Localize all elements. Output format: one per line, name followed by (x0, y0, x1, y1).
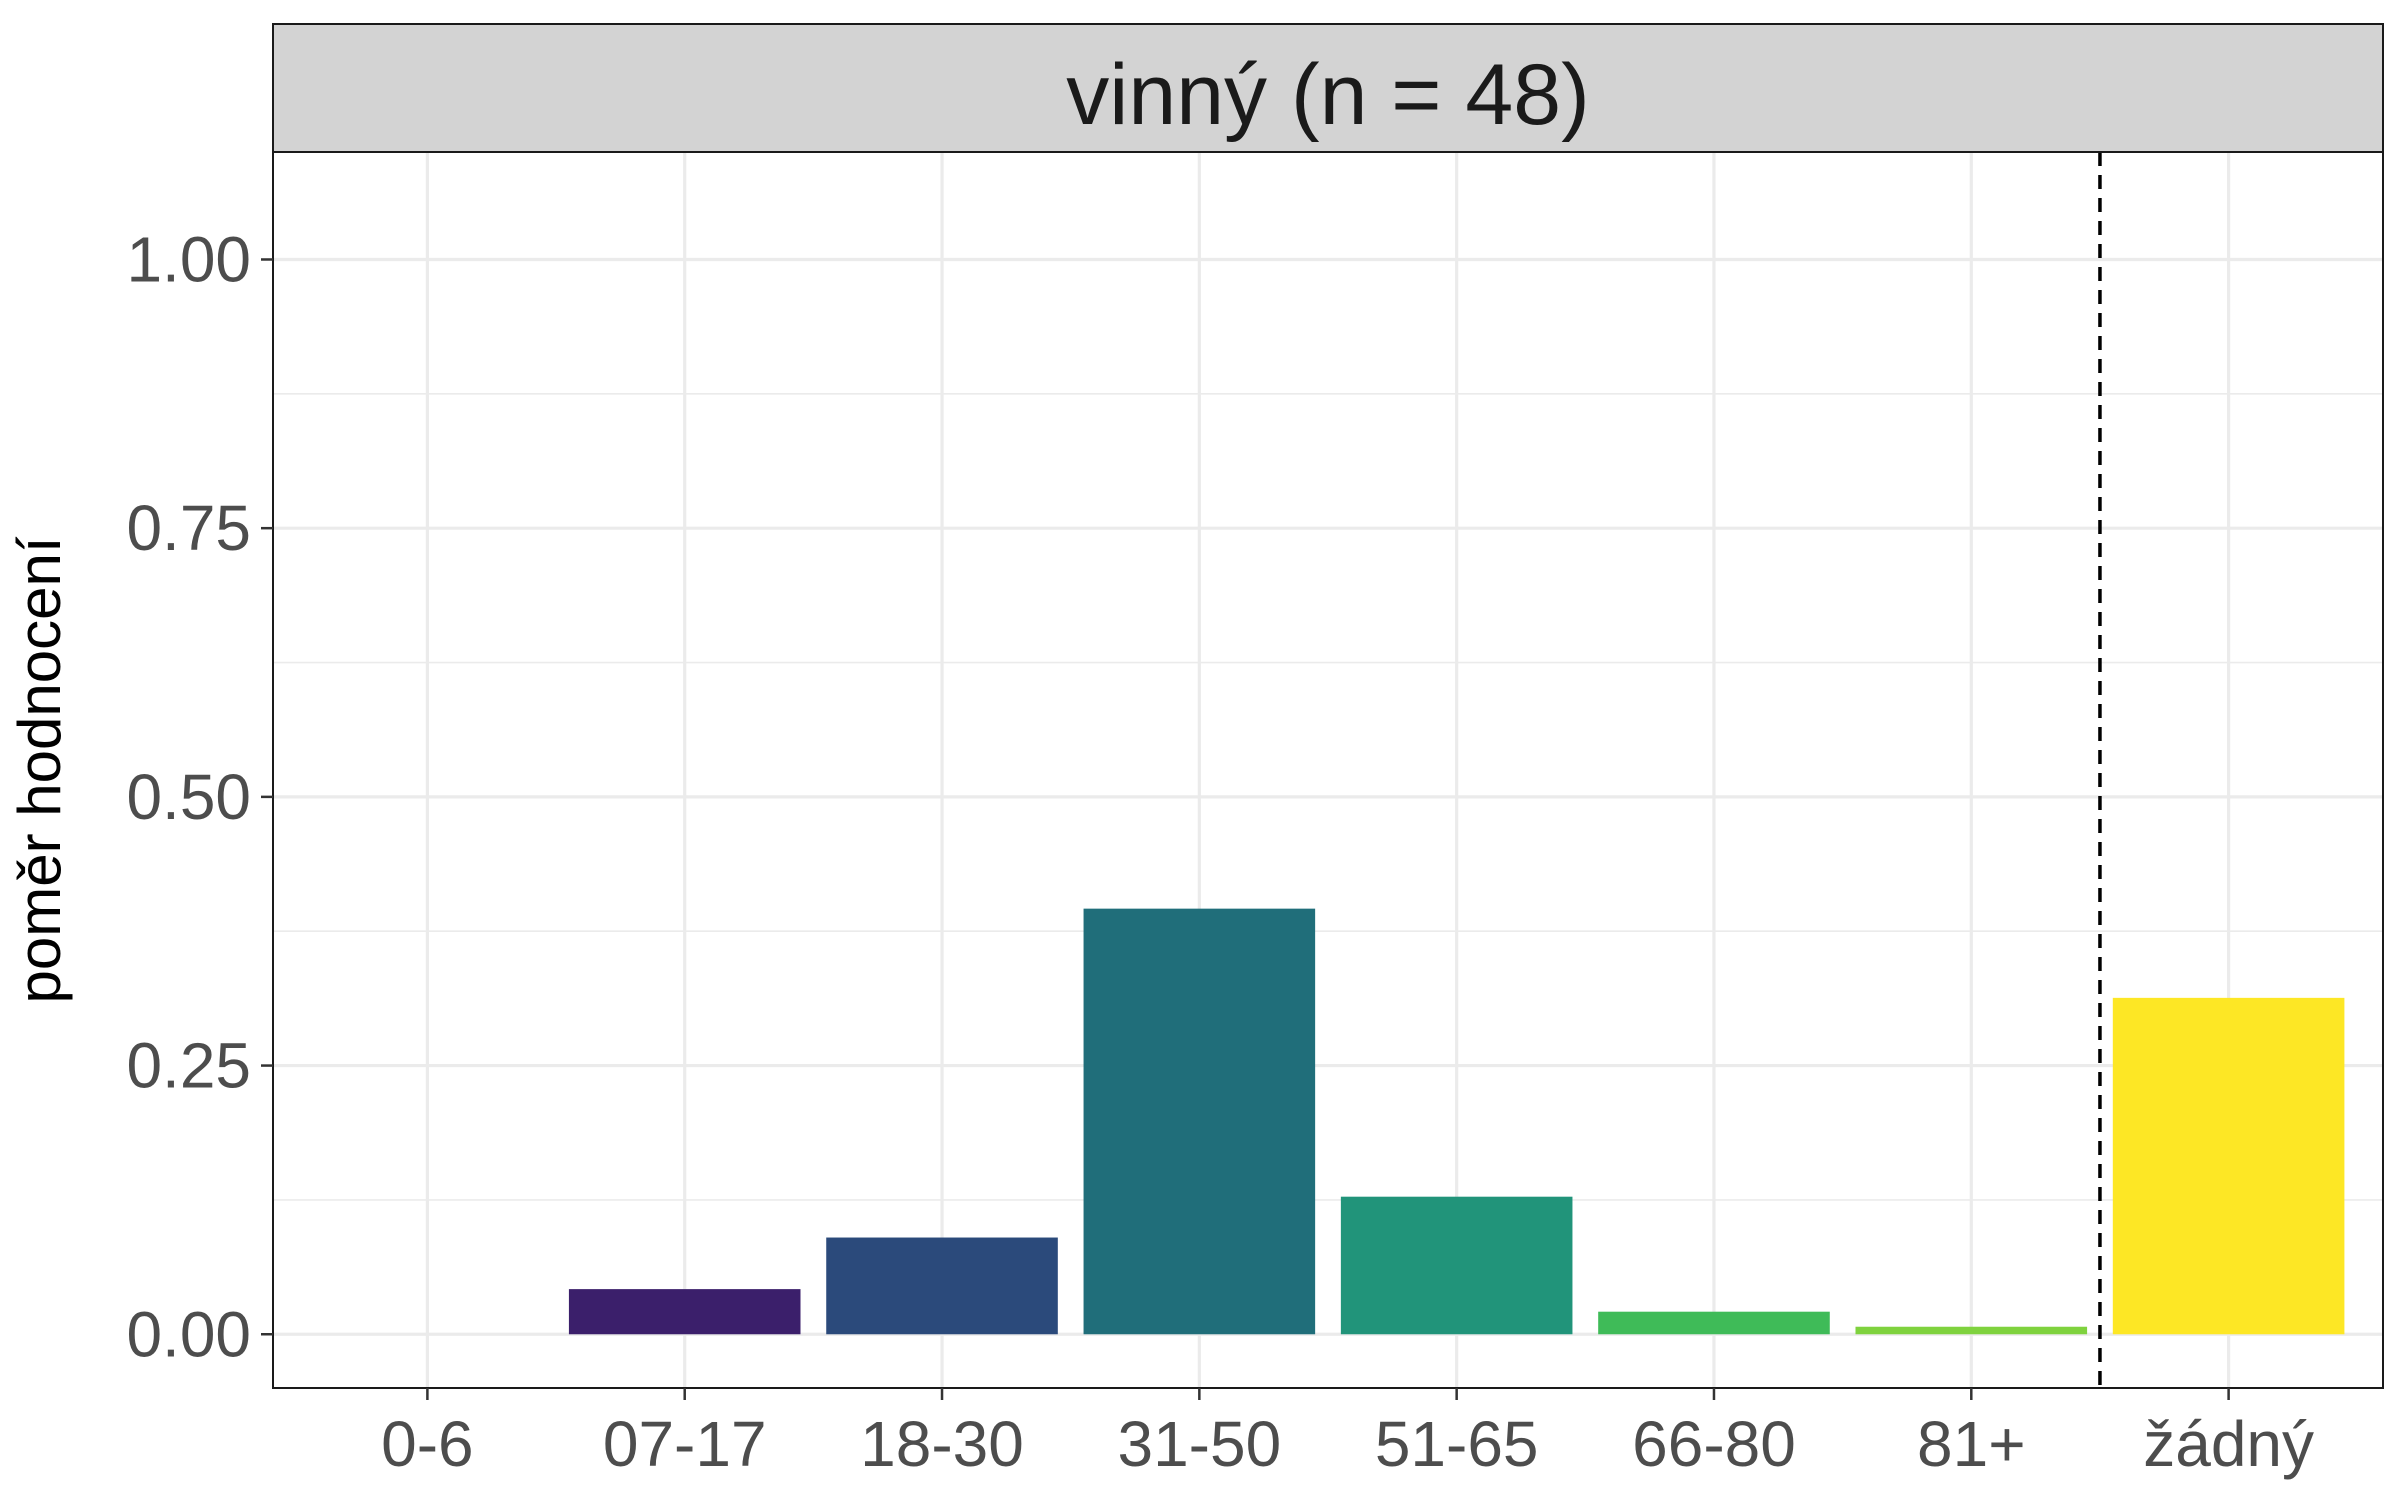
grid-major (273, 152, 2383, 1388)
bar-žádný (2112, 997, 2345, 1335)
grid-minor (273, 393, 2383, 1201)
panel-border (272, 151, 2384, 1389)
x-tick-label: 31-50 (1117, 1408, 1281, 1480)
bar-81+ (1855, 1326, 2088, 1335)
x-tick-label: 0-6 (381, 1408, 474, 1480)
bar-66-80 (1598, 1311, 1830, 1335)
bar-51-65 (1340, 1196, 1573, 1335)
x-tick-label: 51-65 (1375, 1408, 1539, 1480)
x-tick-label: 18-30 (860, 1408, 1024, 1480)
x-axis: 0-6 07-17 18-30 31-50 51-65 66-80 81+ žádný (381, 1388, 2314, 1480)
bars (568, 908, 2345, 1335)
x-tick-label: 07-17 (603, 1408, 767, 1480)
bar-07-17 (568, 1289, 801, 1335)
y-tick-label: 1.00 (126, 223, 251, 295)
facet-strip (272, 23, 2384, 153)
y-tick-label: 0.00 (126, 1298, 251, 1370)
x-tick-label: žádný (2143, 1408, 2314, 1480)
y-tick-label: 0.75 (126, 492, 251, 564)
x-tick-label: 66-80 (1632, 1408, 1796, 1480)
plot-panel (273, 152, 2383, 1388)
facet-title: vinný (n = 48) (1066, 47, 1589, 143)
y-axis-title: poměr hodnocení (6, 536, 73, 1003)
bar-18-30 (826, 1237, 1058, 1335)
y-axis: 0.00 0.25 0.50 0.75 1.00 (126, 223, 273, 1370)
y-tick-label: 0.50 (126, 761, 251, 833)
bar-31-50 (1083, 908, 1316, 1335)
y-tick-label: 0.25 (126, 1030, 251, 1102)
x-tick-label: 81+ (1917, 1408, 2026, 1480)
